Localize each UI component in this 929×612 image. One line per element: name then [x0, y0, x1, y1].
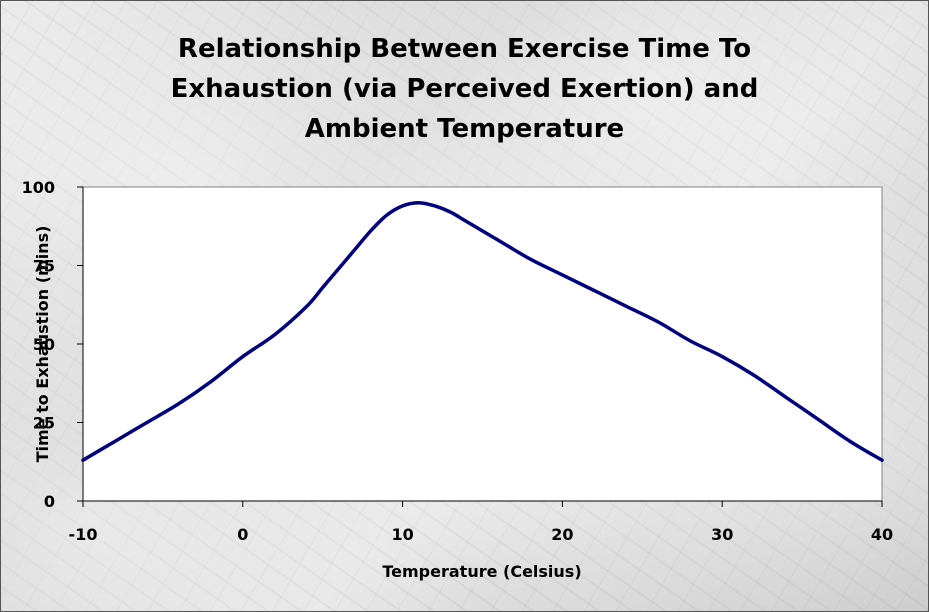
- x-tick-label: 20: [551, 525, 573, 544]
- y-tick-label: 0: [44, 492, 55, 511]
- y-tick-label: 75: [33, 257, 55, 276]
- x-tick-label: 10: [391, 525, 413, 544]
- chart-title: Relationship Between Exercise Time To Ex…: [170, 34, 759, 144]
- x-axis-title: Temperature (Celsius): [382, 562, 581, 581]
- x-tick-label: 0: [237, 525, 248, 544]
- series-line: [81, 200, 884, 462]
- plot-area: [82, 186, 883, 502]
- y-tick-label: 50: [33, 335, 55, 354]
- x-tick-label: 40: [871, 525, 893, 544]
- x-tick-label: 30: [711, 525, 733, 544]
- y-tick-label: 100: [22, 178, 55, 197]
- y-axis: 0 25 50 75 100: [22, 178, 84, 511]
- y-tick-label: 25: [33, 414, 55, 433]
- series-layer: [81, 200, 884, 462]
- x-axis: -10 0 10 20 30 40: [69, 500, 893, 544]
- x-tick-label: -10: [69, 525, 98, 544]
- y-axis-title: Time to Exhaustion (mins): [33, 226, 52, 463]
